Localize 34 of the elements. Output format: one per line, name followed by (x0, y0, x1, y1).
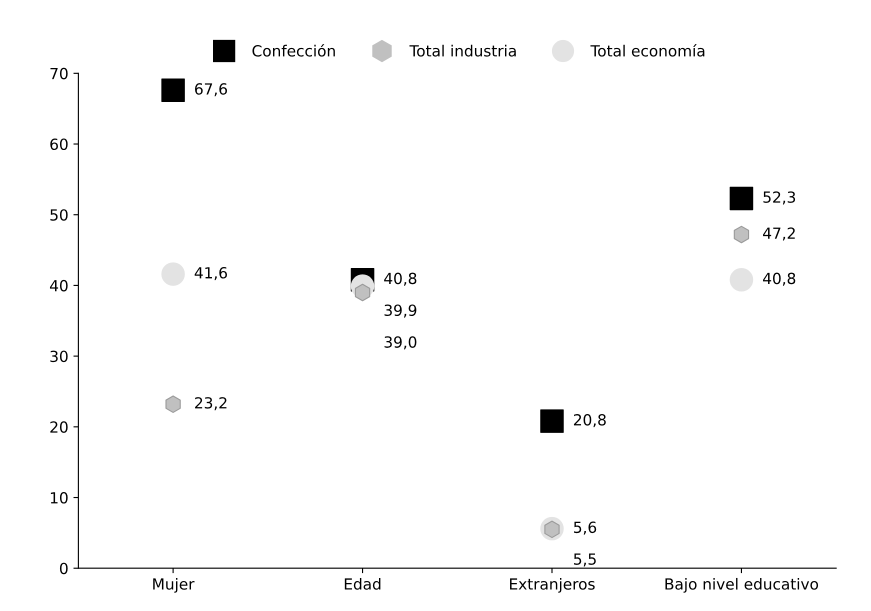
y-tick-label: 50 (50, 209, 68, 221)
data-label: 52,3 (763, 191, 796, 204)
point (734, 226, 750, 244)
point (540, 409, 564, 433)
data-label: 39,0 (384, 336, 416, 350)
legend-label: Total economía (590, 44, 704, 57)
y-tick-label: 0 (60, 562, 68, 574)
point (730, 186, 754, 210)
data-label: 39,9 (384, 304, 416, 318)
data-label: 67,6 (195, 83, 228, 96)
point (165, 395, 181, 413)
legend-label: Confección (252, 44, 335, 57)
point (161, 78, 185, 102)
point (730, 268, 754, 292)
data-label: 5,6 (574, 522, 596, 535)
y-tick-label: 30 (50, 350, 68, 362)
point (161, 262, 185, 286)
data-label: 40,8 (763, 272, 796, 286)
y-tick-label: 10 (50, 492, 68, 504)
x-tick-label: Bajo nivel educativo (665, 578, 818, 593)
y-tick-label: 20 (50, 421, 68, 433)
legend-label: Total industria (409, 44, 516, 57)
data-label: 47,2 (763, 227, 795, 241)
x-tick-label: Edad (344, 578, 380, 590)
x-tick-label: Extranjeros (510, 578, 595, 593)
y-tick-label: 70 (50, 68, 68, 80)
data-label: 20,8 (574, 414, 606, 428)
data-label: 5,5 (574, 554, 596, 566)
y-tick-label: 40 (50, 280, 68, 292)
data-label: 40,8 (384, 272, 416, 286)
data-label: 41,6 (194, 266, 228, 280)
data-label: 23,2 (195, 397, 226, 410)
x-tick-label: Mujer (153, 578, 195, 593)
y-tick-label: 60 (50, 138, 68, 150)
